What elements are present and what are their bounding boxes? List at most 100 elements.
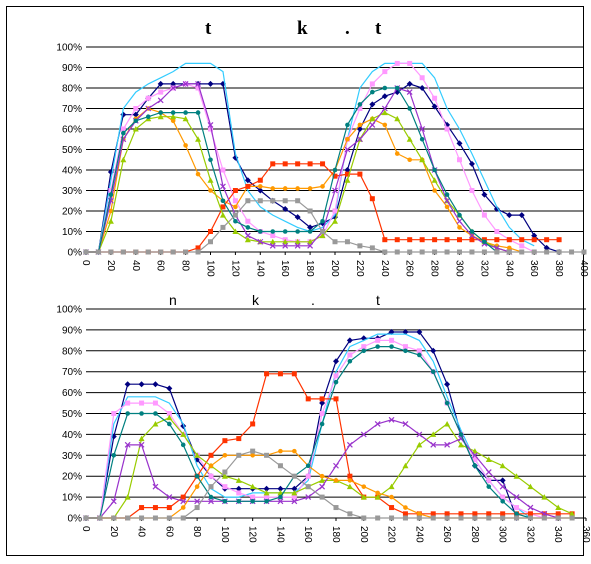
bottom-x-tick-label: 80 (191, 526, 202, 538)
top-data-point (133, 106, 139, 111)
top-data-point (244, 236, 251, 243)
top-data-point (170, 118, 176, 124)
bottom-data-point (194, 498, 201, 505)
top-x-tick-label: 120 (229, 260, 240, 277)
top-data-point (320, 229, 326, 234)
top-data-point (406, 89, 413, 96)
top-y-tick-label: 90% (62, 63, 82, 74)
bottom-data-point (333, 358, 339, 365)
top-data-point (258, 229, 263, 234)
top-series-line (86, 163, 560, 253)
top-data-point (270, 186, 276, 191)
top-data-point (270, 229, 276, 234)
bottom-y-tick-label: 40% (62, 430, 82, 441)
top-data-point (381, 109, 388, 116)
top-data-point (444, 237, 450, 243)
top-data-point (195, 136, 202, 142)
top-data-point (320, 184, 325, 189)
top-data-point (183, 249, 189, 255)
bottom-data-point (555, 511, 561, 517)
top-data-point (270, 198, 276, 204)
bottom-data-point (235, 485, 242, 492)
bottom-y-tick-label: 90% (62, 325, 82, 336)
bottom-data-point (569, 510, 576, 517)
bottom-data-point (472, 515, 478, 521)
top-x-tick-label: 60 (155, 260, 166, 272)
top-data-point (170, 249, 176, 255)
top-data-point (207, 177, 214, 183)
bottom-data-point (402, 511, 408, 517)
top-data-point (157, 113, 164, 120)
bottom-data-point (319, 483, 326, 490)
bottom-data-point (194, 473, 200, 479)
bottom-data-point (83, 515, 89, 521)
top-data-point (332, 208, 338, 214)
bottom-data-point (472, 463, 478, 469)
top-data-point (369, 101, 376, 108)
bottom-data-point (152, 400, 158, 406)
bottom-data-point (291, 371, 297, 377)
top-data-point (394, 60, 400, 66)
bottom-data-point (485, 456, 492, 462)
bottom-data-point (124, 381, 131, 388)
top-data-point (469, 237, 475, 243)
top-data-point (370, 89, 375, 95)
top-y-tick-label: 40% (62, 166, 82, 177)
top-data-point (95, 249, 101, 255)
bottom-data-point (139, 515, 145, 521)
bottom-data-point (111, 411, 117, 416)
top-data-point (120, 156, 127, 163)
bottom-x-tick-label: 260 (441, 526, 452, 543)
bottom-data-point (264, 371, 270, 377)
top-data-point (544, 249, 550, 255)
bottom-data-point (403, 505, 408, 510)
bottom-data-point (360, 431, 367, 438)
top-x-tick-label: 20 (105, 260, 116, 272)
top-data-point (133, 249, 139, 255)
bottom-data-point (250, 448, 256, 454)
bottom-x-tick-label: 0 (80, 526, 91, 532)
top-data-point (269, 242, 276, 249)
top-data-point (481, 249, 487, 255)
bottom-x-tick-label: 300 (497, 526, 508, 543)
bottom-data-point (417, 352, 422, 358)
bottom-data-point (152, 515, 158, 521)
top-data-point (369, 121, 376, 128)
top-data-point (432, 188, 437, 193)
bottom-data-point (333, 379, 339, 385)
bottom-data-point (264, 452, 270, 458)
bottom-data-point (347, 473, 353, 479)
top-data-point (531, 232, 538, 239)
top-data-point (468, 160, 475, 167)
top-data-point (382, 237, 388, 243)
bottom-data-point (124, 494, 131, 500)
bottom-data-point (430, 515, 436, 521)
top-data-point (344, 171, 350, 177)
bottom-data-point (471, 448, 478, 454)
top-data-point (282, 186, 288, 191)
top-data-point (245, 225, 251, 230)
bottom-data-point (319, 400, 326, 407)
bottom-data-point (139, 400, 145, 406)
bottom-data-point (319, 411, 325, 416)
top-data-point (407, 249, 413, 255)
bottom-y-tick-label: 70% (62, 367, 82, 378)
bottom-data-point (361, 515, 367, 521)
top-x-tick-label: 240 (379, 260, 390, 277)
top-data-point (232, 198, 238, 204)
top-x-tick-label: 100 (205, 260, 216, 277)
top-data-point (132, 126, 139, 132)
top-data-point (543, 244, 550, 251)
bottom-title-part-4: t (376, 292, 380, 308)
top-data-point (407, 106, 413, 111)
bottom-data-point (402, 344, 408, 350)
bottom-data-point (527, 504, 534, 511)
top-data-point (220, 167, 226, 173)
bottom-data-point (346, 337, 353, 344)
bottom-data-point (250, 421, 256, 427)
bottom-data-point (305, 463, 311, 469)
bottom-data-point (555, 515, 561, 521)
top-data-point (332, 218, 338, 224)
bottom-x-tick-label: 340 (552, 526, 563, 543)
top-data-point (295, 186, 300, 191)
